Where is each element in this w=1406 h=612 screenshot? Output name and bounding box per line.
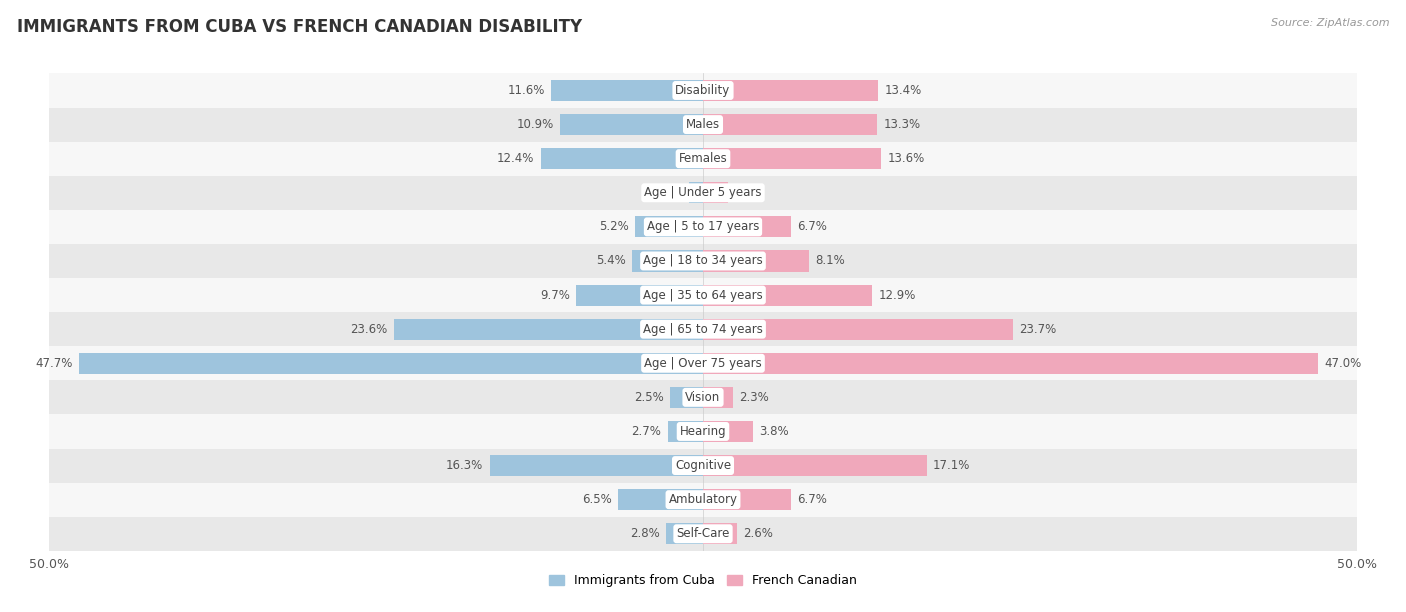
Bar bbox=[49, 278, 1357, 312]
Text: 9.7%: 9.7% bbox=[540, 289, 569, 302]
Bar bbox=[395, 319, 703, 340]
Legend: Immigrants from Cuba, French Canadian: Immigrants from Cuba, French Canadian bbox=[544, 569, 862, 592]
Bar bbox=[49, 244, 1357, 278]
Text: 23.7%: 23.7% bbox=[1019, 323, 1057, 335]
Text: 17.1%: 17.1% bbox=[934, 459, 970, 472]
Bar bbox=[689, 182, 703, 203]
Bar bbox=[79, 353, 703, 374]
Bar bbox=[671, 387, 703, 408]
Text: Age | 65 to 74 years: Age | 65 to 74 years bbox=[643, 323, 763, 335]
Bar bbox=[703, 387, 733, 408]
Bar bbox=[49, 141, 1357, 176]
Text: Males: Males bbox=[686, 118, 720, 131]
Text: 2.5%: 2.5% bbox=[634, 391, 664, 404]
Bar bbox=[703, 216, 790, 237]
Bar bbox=[576, 285, 703, 305]
Bar bbox=[49, 414, 1357, 449]
Text: 13.6%: 13.6% bbox=[887, 152, 925, 165]
Text: 2.8%: 2.8% bbox=[630, 528, 659, 540]
Bar bbox=[489, 455, 703, 476]
Bar bbox=[703, 114, 877, 135]
Text: Source: ZipAtlas.com: Source: ZipAtlas.com bbox=[1271, 18, 1389, 28]
Bar bbox=[49, 312, 1357, 346]
Text: 2.6%: 2.6% bbox=[744, 528, 773, 540]
Bar bbox=[619, 489, 703, 510]
Bar bbox=[703, 353, 1317, 374]
Text: Females: Females bbox=[679, 152, 727, 165]
Bar bbox=[703, 182, 728, 203]
Bar bbox=[703, 319, 1012, 340]
Text: 13.3%: 13.3% bbox=[883, 118, 921, 131]
Bar bbox=[49, 346, 1357, 380]
Bar bbox=[703, 148, 880, 170]
Bar bbox=[636, 216, 703, 237]
Text: Ambulatory: Ambulatory bbox=[668, 493, 738, 506]
Bar bbox=[49, 483, 1357, 517]
Text: Age | Under 5 years: Age | Under 5 years bbox=[644, 186, 762, 200]
Text: 16.3%: 16.3% bbox=[446, 459, 484, 472]
Text: 10.9%: 10.9% bbox=[516, 118, 554, 131]
Text: Age | 35 to 64 years: Age | 35 to 64 years bbox=[643, 289, 763, 302]
Text: 2.7%: 2.7% bbox=[631, 425, 661, 438]
Bar bbox=[703, 523, 737, 544]
Text: 13.4%: 13.4% bbox=[884, 84, 922, 97]
Text: 12.4%: 12.4% bbox=[496, 152, 534, 165]
Text: 6.5%: 6.5% bbox=[582, 493, 612, 506]
Text: Hearing: Hearing bbox=[679, 425, 727, 438]
Text: 5.2%: 5.2% bbox=[599, 220, 628, 233]
Bar bbox=[703, 250, 808, 272]
Text: Self-Care: Self-Care bbox=[676, 528, 730, 540]
Bar bbox=[668, 421, 703, 442]
Bar bbox=[49, 210, 1357, 244]
Bar bbox=[551, 80, 703, 101]
Bar bbox=[49, 108, 1357, 141]
Bar bbox=[703, 285, 872, 305]
Text: 11.6%: 11.6% bbox=[508, 84, 544, 97]
Bar bbox=[49, 517, 1357, 551]
Bar bbox=[49, 449, 1357, 483]
Bar bbox=[49, 380, 1357, 414]
Text: Disability: Disability bbox=[675, 84, 731, 97]
Bar bbox=[666, 523, 703, 544]
Bar bbox=[703, 489, 790, 510]
Text: Age | Over 75 years: Age | Over 75 years bbox=[644, 357, 762, 370]
Text: 6.7%: 6.7% bbox=[797, 220, 827, 233]
Text: 8.1%: 8.1% bbox=[815, 255, 845, 267]
Text: 5.4%: 5.4% bbox=[596, 255, 626, 267]
Text: 6.7%: 6.7% bbox=[797, 493, 827, 506]
Text: 23.6%: 23.6% bbox=[350, 323, 388, 335]
Text: Cognitive: Cognitive bbox=[675, 459, 731, 472]
Text: Age | 18 to 34 years: Age | 18 to 34 years bbox=[643, 255, 763, 267]
Bar bbox=[49, 73, 1357, 108]
Bar bbox=[561, 114, 703, 135]
Text: Age | 5 to 17 years: Age | 5 to 17 years bbox=[647, 220, 759, 233]
Text: 3.8%: 3.8% bbox=[759, 425, 789, 438]
Text: IMMIGRANTS FROM CUBA VS FRENCH CANADIAN DISABILITY: IMMIGRANTS FROM CUBA VS FRENCH CANADIAN … bbox=[17, 18, 582, 36]
Bar bbox=[703, 421, 752, 442]
Bar bbox=[633, 250, 703, 272]
Bar bbox=[49, 176, 1357, 210]
Text: 47.7%: 47.7% bbox=[35, 357, 73, 370]
Bar bbox=[703, 455, 927, 476]
Text: 1.9%: 1.9% bbox=[734, 186, 765, 200]
Bar bbox=[541, 148, 703, 170]
Text: 47.0%: 47.0% bbox=[1324, 357, 1361, 370]
Text: 1.1%: 1.1% bbox=[652, 186, 682, 200]
Bar bbox=[703, 80, 879, 101]
Text: 12.9%: 12.9% bbox=[879, 289, 915, 302]
Text: Vision: Vision bbox=[685, 391, 721, 404]
Text: 2.3%: 2.3% bbox=[740, 391, 769, 404]
